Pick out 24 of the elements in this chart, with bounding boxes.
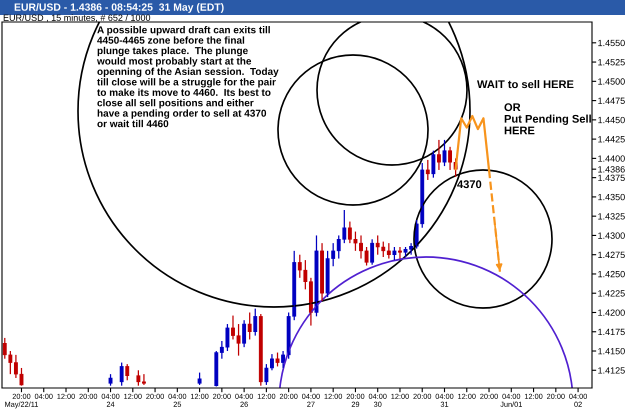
y-tick-label: 1.4325 <box>598 213 625 220</box>
annotation: OR Put Pending Sell HERE <box>504 103 591 134</box>
y-tick-label: 1.4275 <box>598 252 625 258</box>
y-tick-label: 1.4200 <box>598 309 625 316</box>
y-tick-label: 1.4475 <box>598 98 625 104</box>
annotation: 4370 <box>457 180 482 188</box>
annotation: WAIT to sell HERE <box>477 80 574 88</box>
y-tick-label: 1.4425 <box>598 136 625 142</box>
y-tick-label: 1.4225 <box>598 290 625 297</box>
y-tick-label: 1.4400 <box>598 155 625 162</box>
y-tick-label: 1.4300 <box>598 232 625 239</box>
y-tick-label: 1.4150 <box>598 348 625 354</box>
text: A possible upward draft can exits till 4450-4465 zone before the final plunge takes place. The plunge would most probably start at the openning of the Asian session. Today till close will be a struggle for the pair to make its move to 4460. Its best to close all sell positions and either have a pending order to sell at 4370 or wait till 4460 <box>96 26 279 128</box>
y-tick-label: 1.4250 <box>598 270 625 278</box>
y-tick-label: 1.4386 <box>598 166 625 173</box>
y-tick-label: 1.4125 <box>598 367 625 374</box>
y-tick-label: 1.4175 <box>598 328 625 336</box>
y-tick-label: 1.4375 <box>598 174 625 182</box>
y-tick-label: 1.4450 <box>598 116 625 124</box>
y-tick-label: 1.4500 <box>598 78 625 85</box>
y-tick-label: 1.4525 <box>598 59 625 66</box>
y-tick-label: 1.4350 <box>598 194 625 200</box>
y-tick-label: 1.4550 <box>598 40 625 46</box>
chart-title: EUR/USD - 1.4386 - 08:54:25 31 May (EDT) <box>14 3 224 13</box>
